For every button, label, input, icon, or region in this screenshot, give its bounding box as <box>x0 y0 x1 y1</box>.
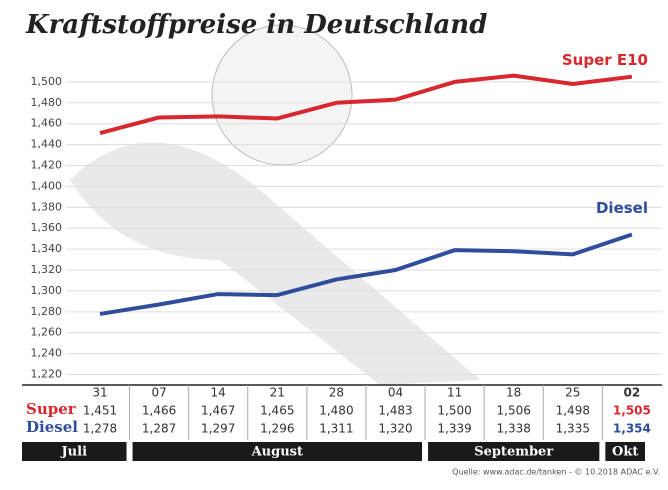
value-label: 1,354 <box>613 422 651 436</box>
month-label: Juli <box>61 445 88 460</box>
y-tick-label: 1,280 <box>31 305 63 318</box>
month-bar <box>605 442 645 461</box>
value-label: 1,466 <box>142 404 176 418</box>
value-label: 1,320 <box>378 422 412 436</box>
x-tick-label: 11 <box>447 386 462 400</box>
value-label: 1,483 <box>378 404 412 418</box>
y-tick-label: 1,240 <box>31 347 63 360</box>
value-label: 1,480 <box>319 404 353 418</box>
value-label: 1,297 <box>201 422 235 436</box>
x-tick-label: 02 <box>624 386 641 400</box>
y-tick-label: 1,460 <box>31 117 63 130</box>
row-label: Diesel <box>26 418 78 436</box>
y-tick-label: 1,260 <box>31 326 63 339</box>
y-tick-label: 1,300 <box>31 284 63 297</box>
chart-title: Kraftstoffpreise in Deutschland <box>25 10 487 40</box>
value-label: 1,506 <box>497 404 531 418</box>
month-bar <box>428 442 600 461</box>
series-label: Super E10 <box>562 51 648 69</box>
y-tick-label: 1,440 <box>31 138 63 151</box>
y-tick-label: 1,220 <box>31 368 63 381</box>
month-label: August <box>251 445 303 460</box>
y-tick-label: 1,500 <box>31 75 63 88</box>
y-tick-label: 1,340 <box>31 242 63 255</box>
x-tick-label: 04 <box>388 386 403 400</box>
background-decoration <box>211 24 353 166</box>
y-tick-label: 1,320 <box>31 263 63 276</box>
series-label: Diesel <box>596 199 648 217</box>
y-tick-label: 1,420 <box>31 159 63 172</box>
line-series <box>99 232 633 316</box>
value-label: 1,339 <box>437 422 471 436</box>
value-label: 1,498 <box>556 404 590 418</box>
x-tick-label: 18 <box>506 386 521 400</box>
x-tick-label: 25 <box>565 386 580 400</box>
value-label: 1,338 <box>497 422 531 436</box>
value-label: 1,296 <box>260 422 294 436</box>
value-label: 1,335 <box>556 422 590 436</box>
value-label: 1,500 <box>437 404 471 418</box>
y-tick-label: 1,360 <box>31 221 63 234</box>
y-tick-label: 1,400 <box>31 179 63 192</box>
value-label: 1,465 <box>260 404 294 418</box>
line-series <box>99 73 633 136</box>
value-label: 1,311 <box>319 422 353 436</box>
y-tick-label: 1,480 <box>31 96 63 109</box>
value-label: 1,451 <box>83 404 117 418</box>
source: Quelle: www.adac.de/tanken - © 10.2018 A… <box>452 468 660 477</box>
month-bar <box>22 442 127 461</box>
background-decoration <box>70 142 480 385</box>
y-tick-label: 1,380 <box>31 200 63 213</box>
month-bar <box>132 442 423 461</box>
value-label: 1,287 <box>142 422 176 436</box>
x-tick-label: 07 <box>151 386 166 400</box>
row-label: Super <box>26 400 77 418</box>
value-label: 1,278 <box>83 422 117 436</box>
x-tick-label: 31 <box>92 386 107 400</box>
month-label: Okt <box>612 445 638 460</box>
x-tick-label: 21 <box>270 386 285 400</box>
x-tick-label: 14 <box>211 386 226 400</box>
value-label: 1,467 <box>201 404 235 418</box>
value-label: 1,505 <box>613 404 651 418</box>
month-label: September <box>474 445 553 460</box>
x-tick-label: 28 <box>329 386 344 400</box>
